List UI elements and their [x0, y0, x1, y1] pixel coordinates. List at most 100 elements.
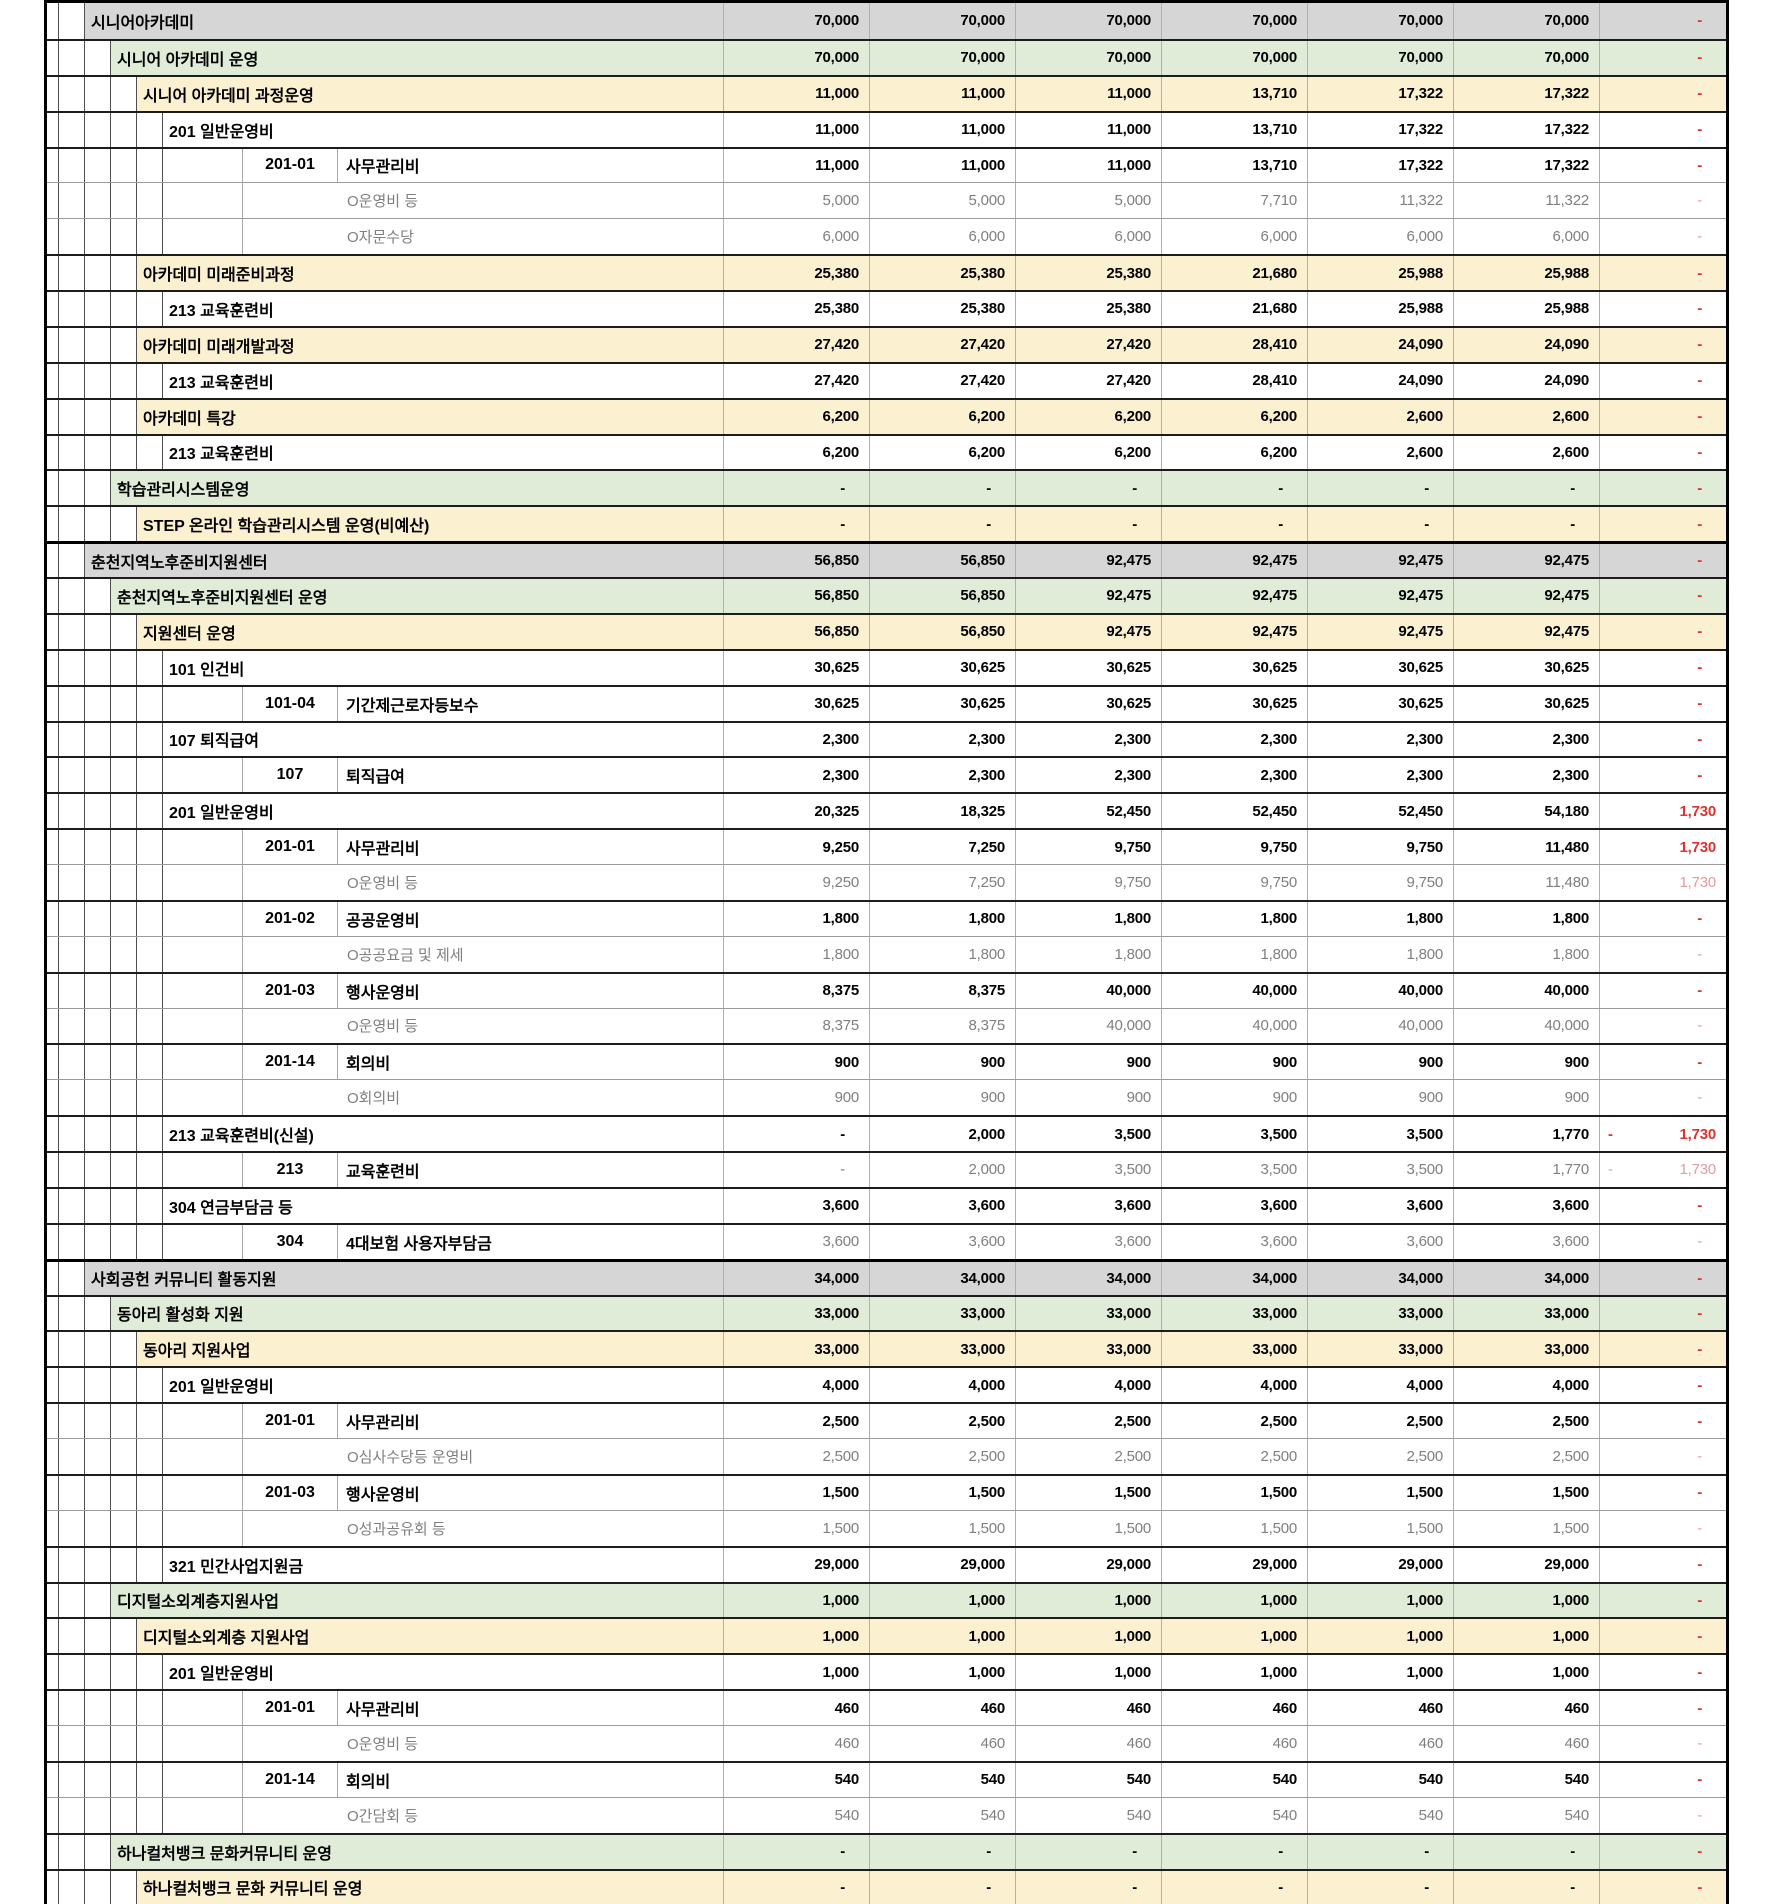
value-cell[interactable]: 1,800	[1015, 902, 1161, 936]
value-cell[interactable]: 92,475	[1161, 579, 1307, 613]
value-cell[interactable]: 33,000	[1307, 1332, 1453, 1366]
row-label[interactable]: 107 퇴직급여	[163, 723, 723, 757]
value-cell[interactable]: 2,500	[723, 1404, 869, 1438]
diff-cell[interactable]: -	[1599, 1368, 1726, 1402]
value-cell[interactable]: 27,420	[869, 328, 1015, 362]
value-cell[interactable]: -	[723, 1117, 869, 1151]
diff-cell[interactable]: -	[1599, 3, 1726, 39]
row-label[interactable]: O자문수당	[243, 219, 723, 254]
value-cell[interactable]: 4,000	[1161, 1368, 1307, 1402]
value-cell[interactable]: 540	[869, 1798, 1015, 1833]
value-cell[interactable]: 27,420	[869, 364, 1015, 398]
value-cell[interactable]: 2,300	[1015, 758, 1161, 792]
value-cell[interactable]: 460	[1307, 1691, 1453, 1725]
value-cell[interactable]: 33,000	[1161, 1297, 1307, 1331]
value-cell[interactable]: 6,000	[1307, 219, 1453, 254]
value-cell[interactable]: -	[1161, 507, 1307, 541]
row-label[interactable]: 동아리 지원사업	[137, 1332, 723, 1366]
value-cell[interactable]: 460	[869, 1726, 1015, 1761]
value-cell[interactable]: 6,200	[1161, 436, 1307, 470]
value-cell[interactable]: 3,600	[1453, 1189, 1599, 1223]
value-cell[interactable]: 33,000	[1015, 1332, 1161, 1366]
value-cell[interactable]: 3,600	[869, 1225, 1015, 1259]
value-cell[interactable]: 7,250	[869, 830, 1015, 864]
value-cell[interactable]: 9,250	[723, 830, 869, 864]
value-cell[interactable]: -	[1161, 1835, 1307, 1869]
value-cell[interactable]: 29,000	[1161, 1548, 1307, 1582]
value-cell[interactable]: 6,200	[869, 400, 1015, 434]
value-cell[interactable]: 460	[1161, 1691, 1307, 1725]
value-cell[interactable]: -	[869, 1835, 1015, 1869]
value-cell[interactable]: 900	[1015, 1080, 1161, 1115]
value-cell[interactable]: 2,500	[869, 1439, 1015, 1474]
diff-cell[interactable]: -	[1599, 687, 1726, 721]
value-cell[interactable]: 13,710	[1161, 149, 1307, 183]
value-cell[interactable]: 20,325	[723, 794, 869, 828]
row-label[interactable]: 사무관리비	[338, 1404, 723, 1438]
diff-cell[interactable]: -	[1599, 471, 1726, 505]
row-label[interactable]: STEP 온라인 학습관리시스템 운영(비예산)	[137, 507, 723, 541]
value-cell[interactable]: 30,625	[1161, 651, 1307, 685]
value-cell[interactable]: -	[1307, 1835, 1453, 1869]
value-cell[interactable]: 1,500	[723, 1476, 869, 1510]
value-cell[interactable]: 40,000	[1161, 1009, 1307, 1044]
row-code[interactable]: 304	[243, 1225, 338, 1259]
value-cell[interactable]: 9,250	[723, 865, 869, 900]
value-cell[interactable]: 34,000	[1015, 1262, 1161, 1295]
value-cell[interactable]: 9,750	[1161, 865, 1307, 900]
value-cell[interactable]: -	[869, 1871, 1015, 1904]
value-cell[interactable]: 52,450	[1161, 794, 1307, 828]
value-cell[interactable]: 1,800	[1015, 937, 1161, 972]
value-cell[interactable]: 5,000	[723, 183, 869, 218]
value-cell[interactable]: 2,300	[723, 758, 869, 792]
value-cell[interactable]: 5,000	[1015, 183, 1161, 218]
value-cell[interactable]: 1,500	[1015, 1511, 1161, 1546]
value-cell[interactable]: 460	[1453, 1691, 1599, 1725]
value-cell[interactable]: 1,000	[1307, 1655, 1453, 1689]
diff-cell[interactable]: -	[1599, 1691, 1726, 1725]
value-cell[interactable]: 11,480	[1453, 865, 1599, 900]
row-label[interactable]: 퇴직급여	[338, 758, 723, 792]
value-cell[interactable]: 3,600	[723, 1225, 869, 1259]
value-cell[interactable]: 3,600	[1453, 1225, 1599, 1259]
value-cell[interactable]: 1,800	[1161, 937, 1307, 972]
value-cell[interactable]: 2,300	[1453, 723, 1599, 757]
value-cell[interactable]: 70,000	[1015, 3, 1161, 39]
value-cell[interactable]: 540	[1161, 1763, 1307, 1797]
value-cell[interactable]: 900	[1161, 1045, 1307, 1079]
value-cell[interactable]: 540	[869, 1763, 1015, 1797]
row-code[interactable]: 201-03	[243, 1476, 338, 1510]
diff-cell[interactable]: -	[1599, 1584, 1726, 1618]
value-cell[interactable]: 3,500	[1161, 1153, 1307, 1187]
value-cell[interactable]: 11,000	[723, 77, 869, 111]
value-cell[interactable]: 30,625	[1453, 651, 1599, 685]
value-cell[interactable]: 6,000	[1161, 219, 1307, 254]
value-cell[interactable]: 70,000	[869, 41, 1015, 75]
diff-cell[interactable]: -	[1599, 758, 1726, 792]
row-label[interactable]: 교육훈련비	[338, 1153, 723, 1187]
row-label[interactable]: 회의비	[338, 1763, 723, 1797]
value-cell[interactable]: 33,000	[1453, 1297, 1599, 1331]
row-label[interactable]: 사무관리비	[338, 1691, 723, 1725]
value-cell[interactable]: 1,500	[1307, 1476, 1453, 1510]
value-cell[interactable]: -	[1015, 471, 1161, 505]
value-cell[interactable]: -	[1161, 471, 1307, 505]
value-cell[interactable]: 2,600	[1307, 436, 1453, 470]
value-cell[interactable]: -	[869, 471, 1015, 505]
value-cell[interactable]: 2,300	[1307, 723, 1453, 757]
value-cell[interactable]: 6,000	[869, 219, 1015, 254]
row-label[interactable]: O운영비 등	[243, 183, 723, 218]
diff-cell[interactable]: -	[1599, 41, 1726, 75]
value-cell[interactable]: 11,000	[1015, 77, 1161, 111]
value-cell[interactable]: 34,000	[723, 1262, 869, 1295]
value-cell[interactable]: 56,850	[723, 579, 869, 613]
row-label[interactable]: O회의비	[243, 1080, 723, 1115]
diff-cell[interactable]: -	[1599, 1297, 1726, 1331]
value-cell[interactable]: 540	[1307, 1798, 1453, 1833]
value-cell[interactable]: 92,475	[1015, 615, 1161, 649]
value-cell[interactable]: 2,300	[1015, 723, 1161, 757]
value-cell[interactable]: 3,600	[1015, 1189, 1161, 1223]
diff-cell[interactable]: -	[1599, 1726, 1726, 1761]
value-cell[interactable]: 40,000	[1453, 1009, 1599, 1044]
value-cell[interactable]: -	[1015, 507, 1161, 541]
